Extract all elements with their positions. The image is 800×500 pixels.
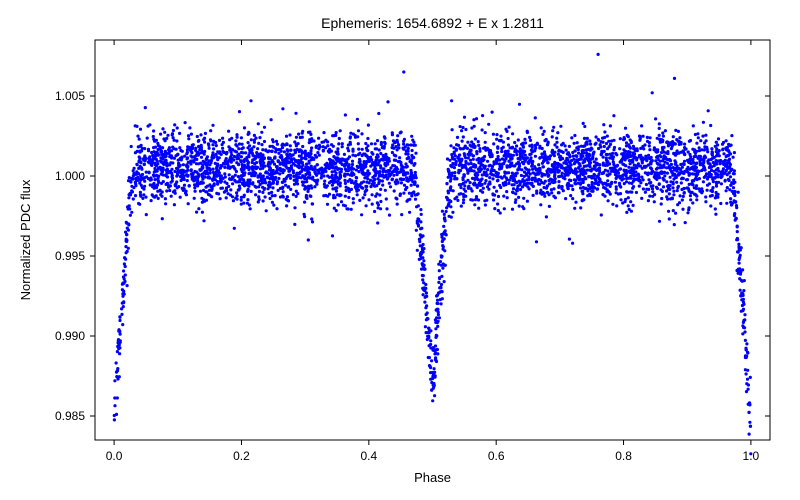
svg-text:0.0: 0.0 — [106, 449, 123, 463]
svg-text:0.985: 0.985 — [55, 409, 85, 423]
svg-text:0.8: 0.8 — [615, 449, 632, 463]
x-axis-label: Phase — [414, 470, 451, 485]
svg-text:1.0: 1.0 — [743, 449, 760, 463]
svg-text:0.2: 0.2 — [233, 449, 250, 463]
svg-text:1.000: 1.000 — [55, 169, 85, 183]
chart-container: 0.0 0.2 0.4 0.6 0.8 1.0 0.985 0.990 0.995 1.000 1… — [0, 0, 800, 500]
chart-title: Ephemeris: 1654.6892 + E x 1.2811 — [321, 15, 544, 31]
y-axis-label: Normalized PDC flux — [18, 179, 33, 300]
svg-text:0.990: 0.990 — [55, 329, 85, 343]
svg-text:0.4: 0.4 — [360, 449, 377, 463]
svg-text:1.005: 1.005 — [55, 89, 85, 103]
svg-text:0.995: 0.995 — [55, 249, 85, 263]
lightcurve-chart: 0.0 0.2 0.4 0.6 0.8 1.0 0.985 0.990 0.995 1.000 1… — [0, 0, 800, 500]
svg-text:0.6: 0.6 — [488, 449, 505, 463]
